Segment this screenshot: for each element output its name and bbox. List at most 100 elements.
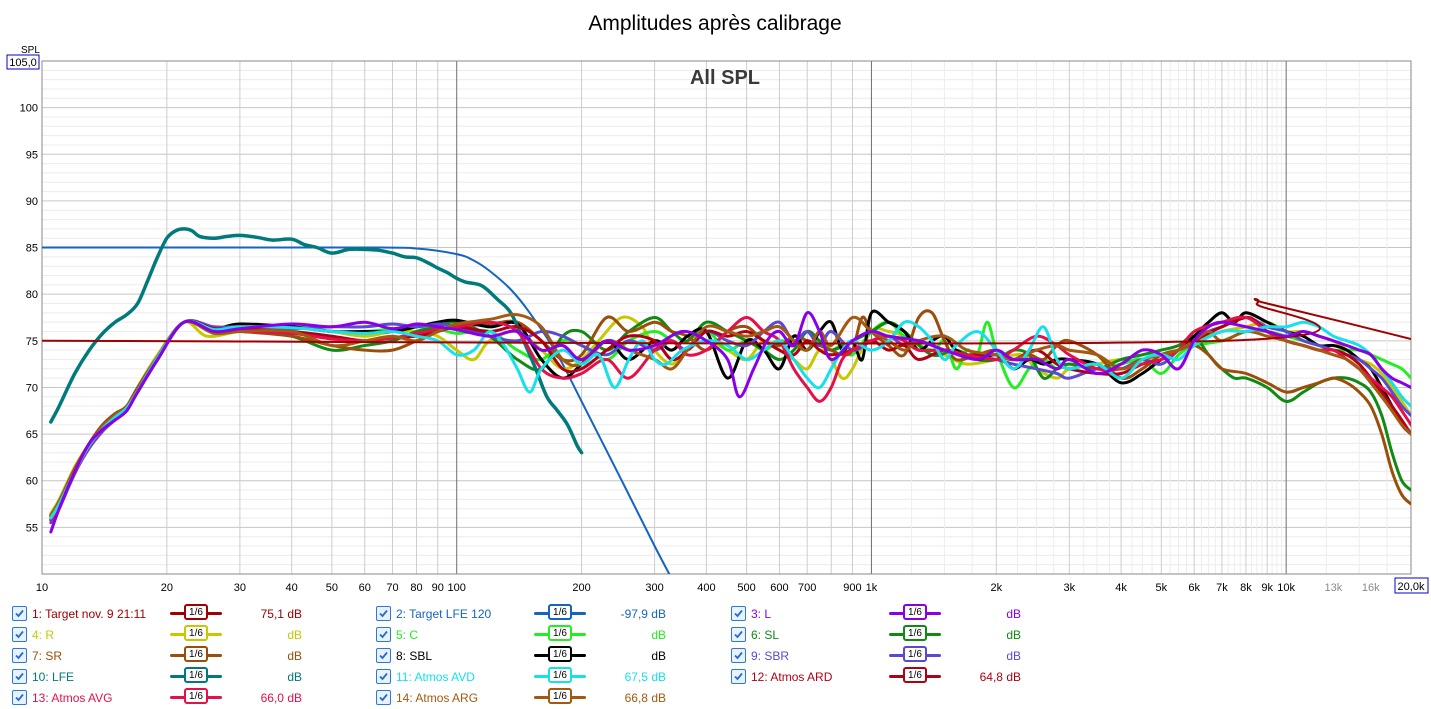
legend-item-8-sbl[interactable]: 8: SBL 1/6 dB bbox=[376, 645, 706, 666]
legend-swatch-smoothing[interactable]: 1/6 bbox=[170, 604, 222, 622]
x-tick-label: 200 bbox=[572, 582, 590, 594]
smoothing-badge[interactable]: 1/6 bbox=[548, 625, 572, 641]
x-tick-label: 10 bbox=[36, 582, 48, 594]
legend-checkbox[interactable] bbox=[12, 648, 27, 663]
legend-label: 12: Atmos ARD bbox=[751, 669, 833, 684]
legend-swatch-smoothing[interactable]: 1/6 bbox=[534, 667, 586, 685]
legend-swatch-smoothing[interactable]: 1/6 bbox=[889, 646, 941, 664]
smoothing-badge[interactable]: 1/6 bbox=[548, 667, 572, 683]
legend-item-10-lfe[interactable]: 10: LFE 1/6 dB bbox=[12, 666, 342, 687]
legend-item-12-atmos-ard[interactable]: 12: Atmos ARD 1/6 64,8 dB bbox=[731, 666, 1061, 687]
smoothing-badge[interactable]: 1/6 bbox=[903, 604, 927, 620]
legend-value: 66,0 dB bbox=[260, 690, 302, 705]
legend-value: dB bbox=[287, 669, 302, 684]
series-line-10-lfe bbox=[49, 227, 584, 455]
legend: 1: Target nov. 9 21:11 1/6 75,1 dB 2: Targe… bbox=[0, 600, 1431, 709]
smoothing-badge[interactable]: 1/6 bbox=[548, 646, 572, 662]
y-top-box[interactable] bbox=[6, 54, 40, 70]
chart-area[interactable]: Amplitudes après calibrage 55 60 65 70 75 80 8… bbox=[0, 0, 1431, 600]
smoothing-badge[interactable]: 1/6 bbox=[903, 625, 927, 641]
legend-checkbox[interactable] bbox=[731, 648, 746, 663]
legend-checkbox[interactable] bbox=[12, 606, 27, 621]
x-tick-label: 400 bbox=[697, 582, 715, 594]
x-end-box[interactable] bbox=[1394, 577, 1429, 594]
smoothing-badge[interactable]: 1/6 bbox=[903, 646, 927, 662]
legend-label: 1: Target nov. 9 21:11 bbox=[32, 606, 147, 621]
legend-item-1-target-nov-9-21-11[interactable]: 1: Target nov. 9 21:11 1/6 75,1 dB bbox=[12, 603, 342, 624]
legend-item-13-atmos-avg[interactable]: 13: Atmos AVG 1/6 66,0 dB bbox=[12, 687, 342, 708]
smoothing-badge[interactable]: 1/6 bbox=[184, 625, 208, 641]
legend-checkbox[interactable] bbox=[731, 627, 746, 642]
legend-swatch-smoothing[interactable]: 1/6 bbox=[534, 625, 586, 643]
x-end-value: 20,0k bbox=[1398, 581, 1425, 593]
legend-item-14-atmos-arg[interactable]: 14: Atmos ARG 1/6 66,8 dB bbox=[376, 687, 706, 708]
legend-checkbox[interactable] bbox=[376, 606, 391, 621]
x-tick-label: 600 bbox=[770, 582, 788, 594]
smoothing-badge[interactable]: 1/6 bbox=[903, 667, 927, 683]
series-line-3-l bbox=[49, 311, 1411, 534]
legend-swatch-smoothing[interactable]: 1/6 bbox=[889, 625, 941, 643]
legend-item-7-sr[interactable]: 7: SR 1/6 dB bbox=[12, 645, 342, 666]
y-tick-label: 60 bbox=[26, 476, 38, 488]
series-line-2-target-lfe-120 bbox=[42, 246, 671, 574]
legend-value: 67,5 dB bbox=[624, 669, 666, 684]
legend-checkbox[interactable] bbox=[12, 690, 27, 705]
legend-label: 2: Target LFE 120 bbox=[396, 606, 492, 621]
legend-value: -97,9 dB bbox=[620, 606, 666, 621]
smoothing-badge[interactable]: 1/6 bbox=[184, 604, 208, 620]
legend-label: 13: Atmos AVG bbox=[32, 690, 113, 705]
smoothing-badge[interactable]: 1/6 bbox=[548, 604, 572, 620]
legend-item-3-l[interactable]: 3: L 1/6 dB bbox=[731, 603, 1061, 624]
y-top-value: 105,0 bbox=[9, 57, 37, 69]
legend-swatch-smoothing[interactable]: 1/6 bbox=[889, 667, 941, 685]
smoothing-badge[interactable]: 1/6 bbox=[548, 688, 572, 704]
legend-checkbox[interactable] bbox=[12, 669, 27, 684]
x-tick-label: 8k bbox=[1240, 582, 1252, 594]
x-tick-label: 40 bbox=[286, 582, 298, 594]
legend-checkbox[interactable] bbox=[376, 627, 391, 642]
x-tick-label: 7k bbox=[1216, 582, 1228, 594]
series-line-14-atmos-arg bbox=[49, 312, 1411, 517]
legend-value: dB bbox=[1006, 606, 1021, 621]
legend-swatch-smoothing[interactable]: 1/6 bbox=[170, 646, 222, 664]
legend-swatch-smoothing[interactable]: 1/6 bbox=[170, 625, 222, 643]
legend-swatch-smoothing[interactable]: 1/6 bbox=[889, 604, 941, 622]
legend-value: 64,8 dB bbox=[979, 669, 1021, 684]
smoothing-badge[interactable]: 1/6 bbox=[184, 667, 208, 683]
legend-value: dB bbox=[1006, 648, 1021, 663]
legend-checkbox[interactable] bbox=[376, 648, 391, 663]
legend-item-9-sbr[interactable]: 9: SBR 1/6 dB bbox=[731, 645, 1061, 666]
x-tick-label: 4k bbox=[1115, 582, 1127, 594]
legend-swatch-smoothing[interactable]: 1/6 bbox=[170, 688, 222, 706]
y-tick-label: 70 bbox=[26, 382, 38, 394]
y-tick-label: 75 bbox=[26, 336, 38, 348]
legend-checkbox[interactable] bbox=[376, 669, 391, 684]
legend-item-5-c[interactable]: 5: C 1/6 dB bbox=[376, 624, 706, 645]
series-line-1-target-nov-9-21-11 bbox=[42, 297, 1411, 345]
legend-item-11-atmos-avd[interactable]: 11: Atmos AVD 1/6 67,5 dB bbox=[376, 666, 706, 687]
legend-item-4-r[interactable]: 4: R 1/6 dB bbox=[12, 624, 342, 645]
legend-swatch-smoothing[interactable]: 1/6 bbox=[534, 646, 586, 664]
x-tick-label: 500 bbox=[737, 582, 755, 594]
legend-checkbox[interactable] bbox=[376, 690, 391, 705]
x-tick-label: 10k bbox=[1277, 582, 1295, 594]
chart-title: Amplitudes après calibrage bbox=[588, 12, 841, 35]
legend-value: dB bbox=[287, 648, 302, 663]
x-tick-label: 100 bbox=[448, 582, 466, 594]
x-tick-label: 1k bbox=[866, 582, 878, 594]
smoothing-badge[interactable]: 1/6 bbox=[184, 688, 208, 704]
legend-swatch-smoothing[interactable]: 1/6 bbox=[534, 688, 586, 706]
legend-item-6-sl[interactable]: 6: SL 1/6 dB bbox=[731, 624, 1061, 645]
legend-swatch-smoothing[interactable]: 1/6 bbox=[170, 667, 222, 685]
x-tick-label: 20 bbox=[161, 582, 173, 594]
plot-frame bbox=[41, 60, 1412, 575]
chart-subtitle: All SPL bbox=[690, 67, 760, 89]
legend-checkbox[interactable] bbox=[12, 627, 27, 642]
legend-item-2-target-lfe-120[interactable]: 2: Target LFE 120 1/6 -97,9 dB bbox=[376, 603, 706, 624]
legend-checkbox[interactable] bbox=[731, 669, 746, 684]
legend-label: 3: L bbox=[751, 606, 772, 621]
legend-checkbox[interactable] bbox=[731, 606, 746, 621]
legend-swatch-smoothing[interactable]: 1/6 bbox=[534, 604, 586, 622]
legend-label: 11: Atmos AVD bbox=[396, 669, 475, 684]
smoothing-badge[interactable]: 1/6 bbox=[184, 646, 208, 662]
